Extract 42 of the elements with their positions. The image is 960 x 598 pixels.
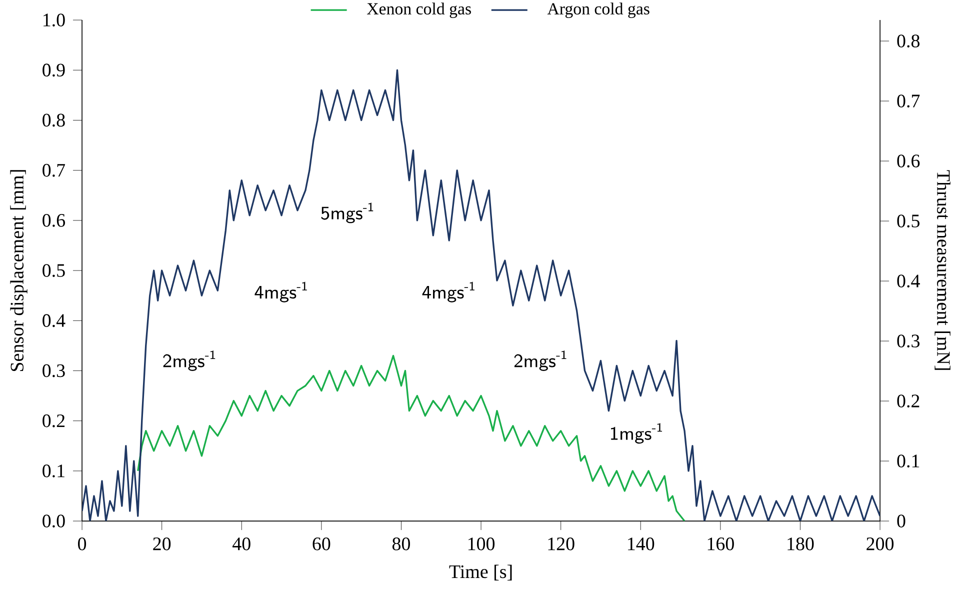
y-tick-label: 0.5 [42,264,65,277]
y-axis-title: Sensor displacement [mm] [10,170,28,372]
annotation: 2mgs$^{-1}$ [514,350,566,371]
y-tick-label: 0.7 [42,164,66,177]
x-tick-label: 160 [708,537,734,550]
y-tick-label: 1.0 [44,14,65,26]
y-tick-label: 0.1 [42,464,64,478]
x-tick-label: 0 [78,537,86,550]
annotation: 2mgs$^{-1}$ [163,350,216,371]
y-tick-label: 0.8 [42,114,65,127]
y-tick-label: 0.6 [42,214,66,227]
y-tick-label: 0.2 [42,414,65,428]
y2-tick-label: 0.8 [897,34,920,48]
legend-label: Xenon cold gas [366,2,471,18]
y2-tick-label: 0.4 [897,274,920,288]
x-tick-label: 120 [548,537,574,550]
x-tick-label: 140 [628,537,654,550]
y-tick-label: 0.9 [42,64,65,77]
x-tick-label: 60 [312,537,330,550]
y2-tick-label: 0.1 [897,454,920,468]
y-tick-label: 0.3 [42,364,65,378]
y2-tick-label: 0.2 [897,394,920,408]
annotation: 4mgs$^{-1}$ [422,282,474,302]
y2-tick-label: 0.6 [897,154,920,168]
annotation: 5mgs$^{-1}$ [321,202,374,224]
x-tick-label: 40 [232,537,250,550]
x-tick-label: 100 [468,537,495,550]
y2-axis-title: Thrust measurement [mN] [934,170,950,370]
x-tick-label: 180 [788,537,814,550]
legend-label: Argon cold gas [547,2,650,18]
annotation: 1mgs$^{-1}$ [611,423,662,444]
x-tick-label: 80 [392,537,410,550]
x-axis-title: Time [s] [449,564,512,580]
y2-tick-label: 0.3 [897,334,920,348]
y2-tick-label: 0.7 [897,94,920,108]
y-tick-label: 0.0 [42,514,65,528]
x-tick-label: 200 [866,537,894,550]
y2-tick-label: 0 [897,514,906,528]
x-tick-label: 20 [153,537,171,550]
annotation: 4mgs$^{-1}$ [254,282,307,302]
y2-tick-label: 0.5 [897,214,920,228]
y-tick-label: 0.4 [42,314,66,328]
